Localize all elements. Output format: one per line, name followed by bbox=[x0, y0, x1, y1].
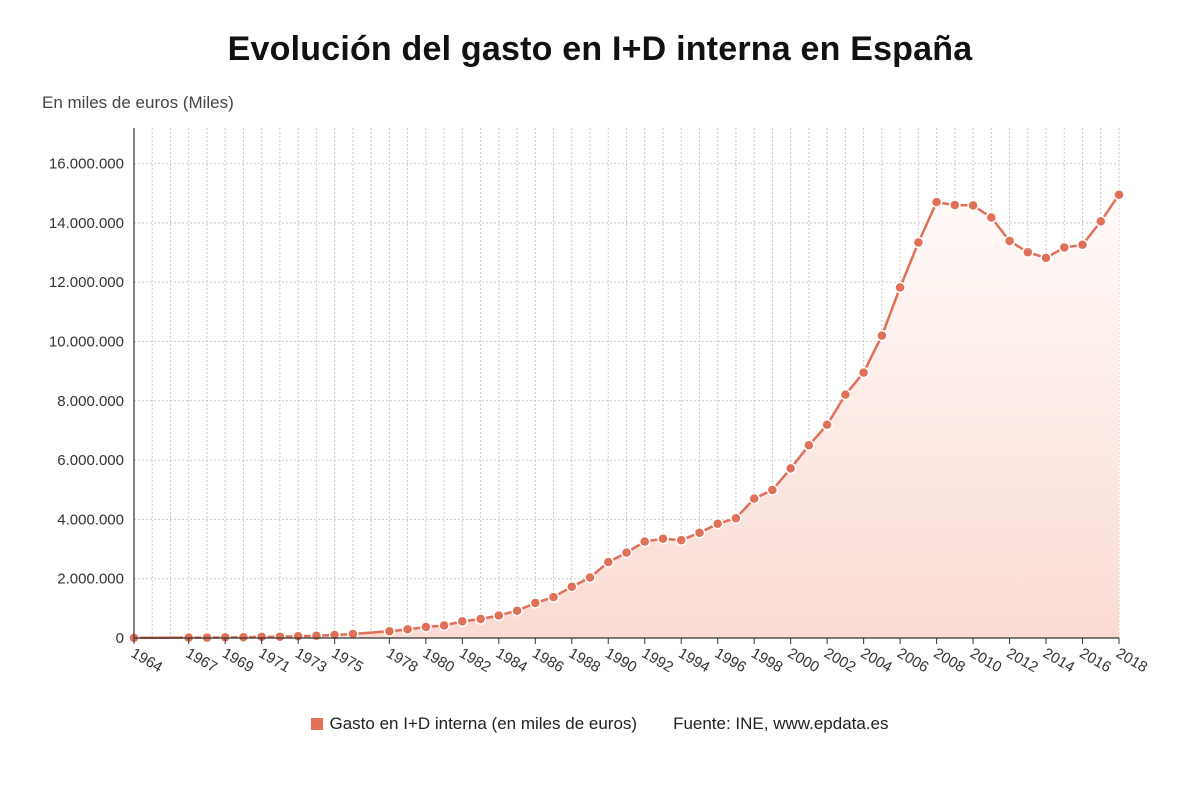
data-point bbox=[1022, 246, 1034, 258]
data-point bbox=[839, 388, 852, 401]
data-point bbox=[803, 439, 815, 452]
data-point bbox=[566, 580, 578, 593]
x-tick-label: 1967 bbox=[183, 645, 220, 676]
data-point bbox=[967, 199, 979, 212]
x-tick-label: 1998 bbox=[748, 645, 785, 676]
data-point bbox=[876, 329, 888, 342]
x-tick-label: 1992 bbox=[639, 645, 676, 676]
data-point bbox=[602, 556, 615, 568]
data-point bbox=[383, 625, 396, 637]
data-point bbox=[821, 419, 833, 431]
data-point bbox=[657, 532, 669, 545]
source-label: Fuente: INE, www.epdata.es bbox=[673, 714, 889, 733]
series-area bbox=[134, 194, 1119, 638]
x-tick-label: 1971 bbox=[256, 645, 293, 676]
data-point bbox=[1113, 188, 1125, 201]
data-point bbox=[456, 615, 469, 628]
data-point bbox=[949, 199, 961, 211]
axes bbox=[133, 128, 1120, 644]
x-tick-label: 1982 bbox=[456, 645, 493, 676]
y-tick-label: 8.000.000 bbox=[57, 393, 124, 410]
x-tick-label: 2012 bbox=[1004, 645, 1041, 676]
x-tick-label: 1984 bbox=[493, 645, 530, 676]
area-fill bbox=[134, 194, 1119, 638]
data-point bbox=[693, 526, 706, 539]
data-point bbox=[529, 597, 542, 609]
data-point bbox=[1095, 215, 1107, 228]
legend-series-label: Gasto en I+D interna (en miles de euros) bbox=[329, 714, 638, 733]
data-point bbox=[584, 571, 596, 584]
data-point bbox=[474, 613, 487, 625]
x-tick-labels: 1964 1967 1969 1971 1973 1975 1978 1980 1982 1984… bbox=[128, 645, 1150, 676]
x-tick-label: 1986 bbox=[529, 645, 566, 676]
y-tick-label: 2.000.000 bbox=[57, 571, 124, 588]
x-tick-label: 1973 bbox=[292, 645, 329, 676]
data-point bbox=[1076, 239, 1089, 251]
data-point bbox=[620, 546, 633, 559]
data-point bbox=[493, 609, 505, 622]
data-point bbox=[894, 281, 906, 294]
data-point bbox=[1003, 235, 1016, 247]
x-tick-label: 2014 bbox=[1040, 645, 1077, 676]
series-line bbox=[133, 193, 1121, 640]
y-tick-label: 0 bbox=[116, 630, 124, 647]
data-point bbox=[857, 366, 870, 379]
x-tick-label: 2018 bbox=[1113, 645, 1150, 676]
y-tick-label: 14.000.000 bbox=[49, 215, 124, 232]
data-point bbox=[401, 623, 414, 636]
y-tick-label: 6.000.000 bbox=[57, 452, 124, 469]
data-point bbox=[638, 535, 651, 548]
y-tick-label: 10.000.000 bbox=[49, 333, 124, 350]
x-tick-label: 1980 bbox=[420, 645, 457, 676]
y-tick-label: 16.000.000 bbox=[49, 156, 124, 173]
x-tick-label: 1964 bbox=[128, 645, 165, 676]
x-tick-label: 1994 bbox=[675, 645, 712, 676]
x-tick-label: 2004 bbox=[858, 645, 895, 676]
data-points bbox=[128, 188, 1125, 644]
data-point bbox=[547, 591, 560, 603]
y-tick-labels: 0 2.000.000 4.000.000 6.000.000 8.000.000 10.… bbox=[49, 156, 124, 647]
data-point bbox=[912, 236, 925, 249]
chart-title: Evolución del gasto en I+D interna en Es… bbox=[227, 30, 973, 68]
y-axis-unit-label: En miles de euros (Miles) bbox=[42, 93, 234, 112]
y-tick-label: 4.000.000 bbox=[57, 511, 124, 528]
data-point bbox=[237, 631, 250, 643]
x-tick-label: 1996 bbox=[712, 645, 749, 676]
data-point bbox=[347, 628, 359, 640]
y-tick-label: 12.000.000 bbox=[49, 274, 124, 291]
x-tick-label: 2010 bbox=[967, 645, 1004, 676]
data-point bbox=[985, 211, 998, 224]
x-tick-label: 1978 bbox=[383, 645, 420, 676]
data-point bbox=[748, 492, 760, 505]
data-point bbox=[675, 534, 687, 546]
data-point bbox=[930, 196, 943, 208]
x-tick-label: 2006 bbox=[894, 645, 931, 676]
data-point bbox=[766, 484, 779, 496]
data-point bbox=[420, 621, 432, 633]
data-point bbox=[310, 630, 323, 642]
legend-swatch bbox=[311, 718, 324, 730]
x-tick-label: 1990 bbox=[602, 645, 639, 676]
x-tick-label: 2002 bbox=[821, 645, 858, 676]
x-tick-label: 1969 bbox=[219, 645, 256, 676]
data-point bbox=[1058, 241, 1071, 254]
data-point bbox=[438, 619, 450, 632]
x-tick-label: 1988 bbox=[566, 645, 603, 676]
data-point bbox=[730, 512, 742, 524]
x-tick-label: 2000 bbox=[785, 645, 822, 676]
legend: Gasto en I+D interna (en miles de euros)… bbox=[0, 714, 1200, 734]
data-point bbox=[784, 462, 797, 475]
data-point bbox=[1040, 252, 1052, 264]
data-point bbox=[711, 518, 724, 530]
x-tick-label: 2016 bbox=[1077, 645, 1114, 676]
data-point bbox=[274, 630, 286, 643]
data-point bbox=[511, 604, 523, 617]
x-tick-label: 1975 bbox=[329, 645, 366, 676]
x-tick-label: 2008 bbox=[931, 645, 968, 676]
series-path bbox=[133, 193, 1121, 640]
